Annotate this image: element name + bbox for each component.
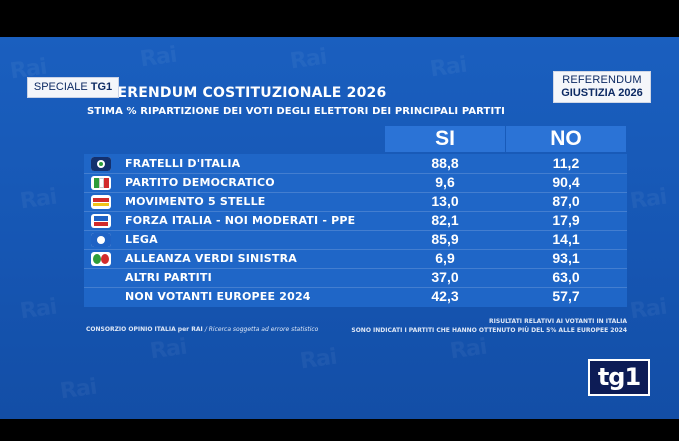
value-si: 13,0 bbox=[431, 193, 459, 209]
results-table bbox=[84, 154, 627, 307]
value-si: 85,9 bbox=[431, 231, 459, 247]
party-name: FRATELLI D'ITALIA bbox=[125, 157, 241, 170]
table-row bbox=[84, 154, 627, 174]
value-no: 11,2 bbox=[552, 155, 580, 171]
page-subtitle: STIMA % RIPARTIZIONE DEI VOTI DEGLI ELET… bbox=[87, 106, 506, 117]
value-si: 37,0 bbox=[431, 269, 459, 285]
column-header-no: NO bbox=[506, 126, 626, 152]
value-si: 9,6 bbox=[435, 174, 455, 190]
lega-logo-icon bbox=[91, 233, 111, 247]
tg1-logo-icon: tg1 bbox=[588, 359, 650, 396]
table-row bbox=[84, 211, 627, 231]
value-no: 57,7 bbox=[552, 288, 580, 304]
value-no: 63,0 bbox=[552, 269, 580, 285]
page-title: REFERENDUM COSTITUZIONALE 2026 bbox=[87, 85, 387, 101]
m5s-logo-icon bbox=[91, 195, 111, 209]
value-si: 88,8 bbox=[431, 155, 459, 171]
fdi-logo-icon bbox=[91, 157, 111, 171]
party-name: MOVIMENTO 5 STELLE bbox=[125, 195, 266, 208]
value-si: 82,1 bbox=[431, 212, 459, 228]
table-row bbox=[84, 192, 627, 212]
broadcast-frame: Rai Rai Rai Rai Rai Rai Rai Rai Rai Rai … bbox=[0, 37, 679, 419]
value-si: 6,9 bbox=[435, 250, 455, 266]
value-no: 87,0 bbox=[552, 193, 580, 209]
speciale-tg1-badge: SPECIALE TG1 bbox=[27, 77, 119, 98]
table-row bbox=[84, 249, 627, 269]
table-row bbox=[84, 230, 627, 250]
value-no: 93,1 bbox=[552, 250, 580, 266]
value-no: 14,1 bbox=[552, 231, 580, 247]
party-name: ALLEANZA VERDI SINISTRA bbox=[125, 252, 297, 265]
party-name: PARTITO DEMOCRATICO bbox=[125, 176, 275, 189]
table-row bbox=[84, 268, 627, 288]
party-name: NON VOTANTI EUROPEE 2024 bbox=[125, 290, 311, 303]
results-disclaimer: RISULTATI RELATIVI AI VOTANTI IN ITALIA … bbox=[351, 318, 627, 334]
value-no: 17,9 bbox=[552, 212, 580, 228]
value-no: 90,4 bbox=[552, 174, 580, 190]
column-header-si: SI bbox=[385, 126, 505, 152]
pd-logo-icon bbox=[91, 176, 111, 190]
value-si: 42,3 bbox=[431, 288, 459, 304]
party-name: LEGA bbox=[125, 233, 158, 246]
fi-logo-icon bbox=[91, 214, 111, 228]
party-name: ALTRI PARTITI bbox=[125, 271, 212, 284]
avs-logo-icon bbox=[91, 252, 111, 266]
party-name: FORZA ITALIA - NOI MODERATI - PPE bbox=[125, 214, 356, 227]
referendum-giustizia-badge: REFERENDUM GIUSTIZIA 2026 bbox=[553, 71, 651, 103]
table-row bbox=[84, 173, 627, 193]
source-note: CONSORZIO OPINIO ITALIA per RAI / Ricerc… bbox=[86, 326, 319, 333]
